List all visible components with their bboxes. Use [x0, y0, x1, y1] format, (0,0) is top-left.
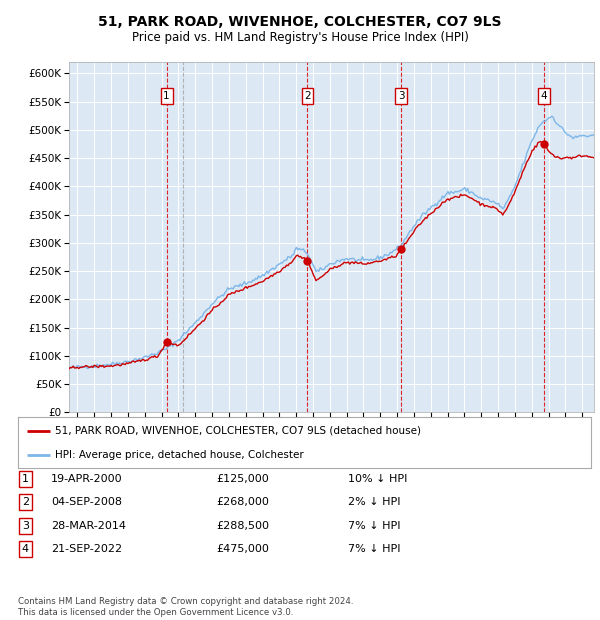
Text: 3: 3: [22, 521, 29, 531]
Text: 2% ↓ HPI: 2% ↓ HPI: [348, 497, 401, 507]
Text: Contains HM Land Registry data © Crown copyright and database right 2024.
This d: Contains HM Land Registry data © Crown c…: [18, 598, 353, 617]
Text: 7% ↓ HPI: 7% ↓ HPI: [348, 521, 401, 531]
Text: 21-SEP-2022: 21-SEP-2022: [51, 544, 122, 554]
Text: 19-APR-2000: 19-APR-2000: [51, 474, 122, 484]
Text: HPI: Average price, detached house, Colchester: HPI: Average price, detached house, Colc…: [55, 450, 304, 461]
Text: 2: 2: [22, 497, 29, 507]
Text: 4: 4: [22, 544, 29, 554]
Text: 2: 2: [304, 91, 311, 101]
Text: £475,000: £475,000: [216, 544, 269, 554]
Text: 51, PARK ROAD, WIVENHOE, COLCHESTER, CO7 9LS (detached house): 51, PARK ROAD, WIVENHOE, COLCHESTER, CO7…: [55, 426, 421, 436]
Text: £125,000: £125,000: [216, 474, 269, 484]
Text: 4: 4: [541, 91, 547, 101]
Text: £268,000: £268,000: [216, 497, 269, 507]
Text: 1: 1: [163, 91, 170, 101]
Text: 28-MAR-2014: 28-MAR-2014: [51, 521, 126, 531]
Text: £288,500: £288,500: [216, 521, 269, 531]
Text: Price paid vs. HM Land Registry's House Price Index (HPI): Price paid vs. HM Land Registry's House …: [131, 31, 469, 44]
Text: 1: 1: [22, 474, 29, 484]
Text: 7% ↓ HPI: 7% ↓ HPI: [348, 544, 401, 554]
Text: 3: 3: [398, 91, 404, 101]
Text: 10% ↓ HPI: 10% ↓ HPI: [348, 474, 407, 484]
Text: 51, PARK ROAD, WIVENHOE, COLCHESTER, CO7 9LS: 51, PARK ROAD, WIVENHOE, COLCHESTER, CO7…: [98, 16, 502, 30]
Text: 04-SEP-2008: 04-SEP-2008: [51, 497, 122, 507]
